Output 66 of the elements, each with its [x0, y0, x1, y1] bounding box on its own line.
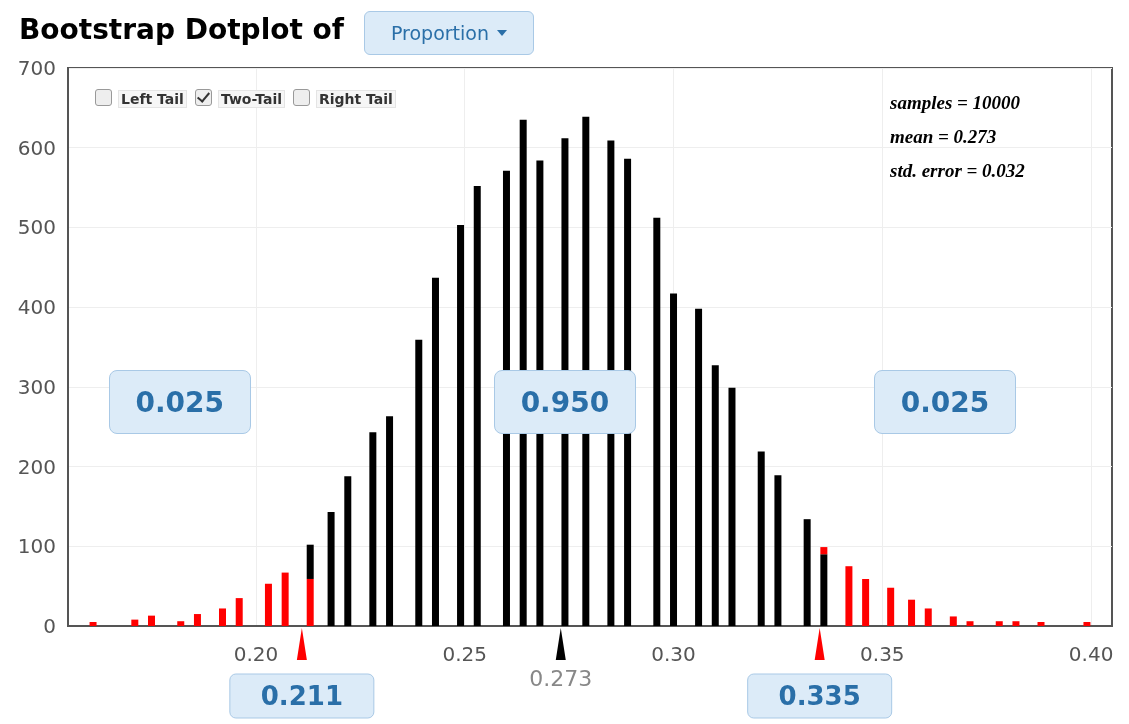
bar: [728, 387, 736, 626]
bar: [803, 519, 811, 626]
bar: [711, 365, 719, 626]
y-tick-label: 300: [17, 374, 56, 399]
y-tick-label: 100: [17, 534, 56, 559]
bar: [473, 185, 481, 626]
annotation: Left Tail: [118, 90, 187, 108]
annotation: 0.025: [873, 370, 1016, 434]
text: Proportion: [390, 22, 490, 44]
bar: [306, 578, 314, 626]
y-tick-label: 500: [17, 215, 56, 240]
annotation: mean = 0.273: [890, 125, 998, 149]
bar: [327, 512, 335, 626]
bar: [862, 578, 870, 626]
chart-title: Bootstrap Dotplot of: [19, 12, 345, 46]
bar: [845, 566, 853, 626]
bar: [457, 225, 465, 626]
y-tick-label: 200: [17, 454, 56, 479]
bar: [344, 476, 352, 626]
bar: [148, 615, 156, 626]
annotation: samples = 10000: [890, 91, 1022, 115]
annotation: std. error = 0.032: [890, 159, 1025, 183]
y-tick-label: 0: [43, 614, 56, 638]
bar: [369, 432, 377, 626]
annotation: 0.025: [108, 370, 251, 434]
bar: [908, 599, 916, 626]
y-tick-label: 600: [17, 135, 56, 160]
bar: [1083, 622, 1091, 626]
annotation: Right Tail: [315, 90, 396, 108]
bar: [995, 621, 1003, 626]
x-tick-label: 0.30: [651, 642, 696, 666]
x-tick-label: 0.40: [1068, 642, 1114, 666]
bar: [131, 619, 139, 626]
annotation: 0.211: [260, 681, 343, 711]
bar: [219, 608, 227, 626]
x-tick-label: 0.20: [233, 642, 279, 666]
bar: [820, 547, 828, 555]
bar: [653, 217, 661, 626]
bar: [235, 598, 243, 626]
bar: [949, 616, 957, 626]
x-tick-label: 0.35: [860, 642, 905, 666]
bar: [264, 583, 272, 626]
bar: [177, 621, 185, 626]
bar: [193, 614, 201, 626]
annotation: 0.950: [493, 370, 636, 434]
bar: [670, 293, 678, 626]
annotation: 0.335: [778, 681, 861, 711]
bar: [924, 608, 932, 626]
bar: [757, 451, 765, 626]
bar: [1037, 622, 1045, 626]
bar: [887, 587, 895, 626]
bar: [431, 277, 439, 626]
y-tick-label: 700: [17, 56, 56, 80]
bar: [415, 339, 423, 626]
bar: [89, 622, 97, 626]
bar: [695, 308, 703, 626]
bar: [306, 544, 314, 579]
bar: [281, 572, 289, 626]
bar: [386, 416, 394, 626]
y-tick-label: 400: [17, 295, 56, 320]
annotation: Two-Tail: [217, 90, 285, 108]
x-tick-label: 0.25: [442, 642, 487, 666]
bar: [966, 621, 974, 626]
annotation: 0.273: [529, 665, 593, 691]
bar: [774, 475, 782, 626]
bar: [1012, 621, 1020, 626]
